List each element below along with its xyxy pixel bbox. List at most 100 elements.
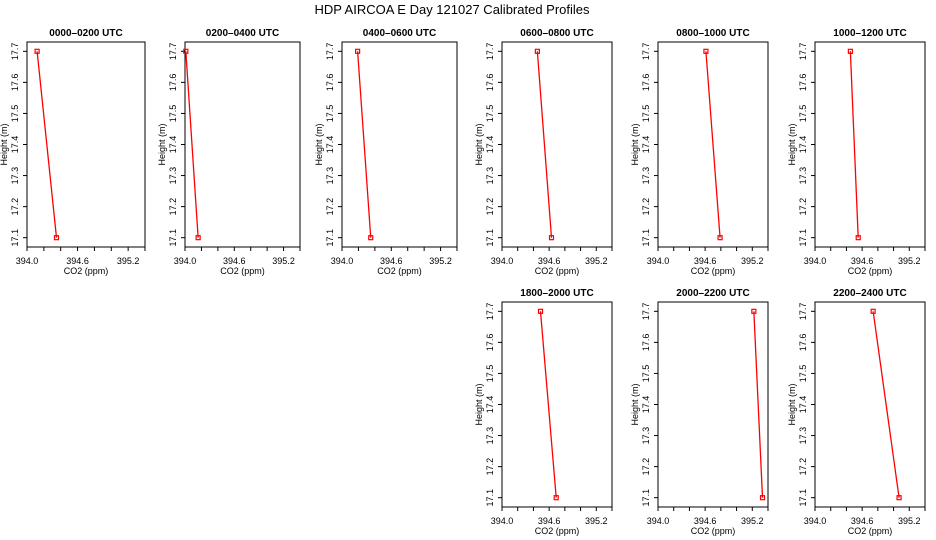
data-point bbox=[870, 308, 876, 314]
x-axis-label: CO2 (ppm) bbox=[535, 266, 580, 276]
data-point bbox=[759, 495, 766, 501]
data-point bbox=[534, 48, 540, 54]
y-tick-label: 17.4 bbox=[641, 396, 651, 414]
x-axis-label: CO2 (ppm) bbox=[691, 266, 736, 276]
y-axis-label: Height (m) bbox=[787, 383, 797, 425]
y-tick-label: 17.7 bbox=[641, 303, 651, 321]
y-tick-label: 17.1 bbox=[325, 229, 335, 247]
y-tick-label: 17.4 bbox=[168, 136, 178, 154]
panel-4: 0600–0800 UTC 394.0 394.6 395.2 17.1 17.2 17.3… bbox=[474, 28, 613, 276]
data-point bbox=[195, 235, 201, 241]
data-point bbox=[896, 495, 902, 501]
data-point bbox=[355, 48, 361, 54]
x-tick-label: 394.0 bbox=[647, 256, 670, 266]
data-point bbox=[53, 235, 60, 241]
x-tick-label: 395.2 bbox=[585, 256, 608, 266]
y-tick-label: 17.2 bbox=[641, 458, 651, 476]
panel-5: 0800–1000 UTC 394.0 394.6 395.2 17.1 17.2 17.3… bbox=[630, 28, 769, 276]
y-tick-label: 17.3 bbox=[798, 167, 808, 185]
y-tick-label: 17.3 bbox=[798, 427, 808, 445]
profile-line bbox=[753, 311, 764, 498]
data-point bbox=[34, 48, 40, 54]
y-tick-label: 17.2 bbox=[798, 198, 808, 216]
y-tick-label: 17.5 bbox=[641, 365, 651, 383]
x-tick-label: 394.0 bbox=[174, 256, 197, 266]
y-axis-label: Height (m) bbox=[474, 383, 484, 425]
profile-line bbox=[849, 51, 859, 238]
y-tick-label: 17.5 bbox=[798, 105, 808, 123]
y-axis-label: Height (m) bbox=[787, 123, 797, 165]
x-tick-label: 394.6 bbox=[538, 516, 561, 526]
panel-title: 0000–0200 UTC bbox=[49, 28, 122, 39]
y-tick-label: 17.3 bbox=[325, 167, 335, 185]
panel-title: 1000–1200 UTC bbox=[833, 28, 906, 39]
x-tick-label: 394.0 bbox=[804, 516, 827, 526]
y-tick-label: 17.5 bbox=[485, 365, 495, 383]
x-tick-label: 394.0 bbox=[491, 516, 514, 526]
panel-3: 0400–0600 UTC 394.0 394.6 395.2 17.1 17.2 17.3… bbox=[314, 28, 458, 276]
y-tick-label: 17.6 bbox=[485, 334, 495, 352]
y-tick-label: 17.5 bbox=[798, 365, 808, 383]
x-axis-label: CO2 (ppm) bbox=[64, 266, 109, 276]
x-axis-label: CO2 (ppm) bbox=[377, 266, 422, 276]
x-tick-label: 394.0 bbox=[16, 256, 39, 266]
y-tick-label: 17.6 bbox=[10, 74, 20, 92]
x-tick-label: 394.6 bbox=[851, 516, 874, 526]
y-axis-label: Height (m) bbox=[0, 123, 9, 165]
panel-1: 0000–0200 UTC 394.0 394.6 395.2 17.1 17.2 17.3… bbox=[0, 28, 146, 276]
panels-group: 0000–0200 UTC 394.0 394.6 395.2 17.1 17.2 17.3… bbox=[0, 28, 926, 536]
y-tick-label: 17.5 bbox=[325, 105, 335, 123]
profile-line bbox=[539, 311, 557, 498]
y-tick-label: 17.3 bbox=[485, 167, 495, 185]
x-tick-label: 395.2 bbox=[741, 256, 764, 266]
y-tick-label: 17.4 bbox=[325, 136, 335, 154]
x-tick-label: 395.2 bbox=[117, 256, 140, 266]
y-tick-label: 17.1 bbox=[168, 229, 178, 247]
data-point bbox=[368, 235, 374, 241]
x-axis-label: CO2 (ppm) bbox=[848, 266, 893, 276]
y-tick-label: 17.3 bbox=[485, 427, 495, 445]
figure-title: HDP AIRCOA E Day 121027 Calibrated Profi… bbox=[314, 2, 590, 17]
x-axis-label: CO2 (ppm) bbox=[848, 526, 893, 536]
y-tick-label: 17.3 bbox=[641, 427, 651, 445]
y-tick-label: 17.5 bbox=[485, 105, 495, 123]
y-tick-label: 17.1 bbox=[10, 229, 20, 247]
panel-title: 0800–1000 UTC bbox=[676, 28, 749, 39]
y-axis-label: Height (m) bbox=[630, 123, 640, 165]
y-tick-label: 17.5 bbox=[10, 105, 20, 123]
y-tick-label: 17.6 bbox=[798, 334, 808, 352]
y-tick-label: 17.2 bbox=[168, 198, 178, 216]
y-tick-label: 17.2 bbox=[10, 198, 20, 216]
y-tick-label: 17.7 bbox=[641, 43, 651, 61]
data-point bbox=[855, 235, 861, 241]
data-point bbox=[553, 495, 559, 501]
x-axis-label: CO2 (ppm) bbox=[691, 526, 736, 536]
y-tick-label: 17.5 bbox=[641, 105, 651, 123]
y-tick-label: 17.1 bbox=[798, 489, 808, 507]
y-tick-label: 17.7 bbox=[485, 43, 495, 61]
panel-9: 2200–2400 UTC 394.0 394.6 395.2 17.1 17.2 17.3… bbox=[787, 288, 926, 536]
x-tick-label: 395.2 bbox=[741, 516, 764, 526]
y-axis-label: Height (m) bbox=[630, 383, 640, 425]
profile-line bbox=[185, 51, 199, 238]
y-tick-label: 17.7 bbox=[485, 303, 495, 321]
panel-7: 1800–2000 UTC 394.0 394.6 395.2 17.1 17.2 17.3… bbox=[474, 288, 613, 536]
x-tick-label: 394.6 bbox=[538, 256, 561, 266]
x-tick-label: 395.2 bbox=[585, 516, 608, 526]
y-tick-label: 17.3 bbox=[10, 167, 20, 185]
y-tick-label: 17.2 bbox=[325, 198, 335, 216]
x-tick-label: 394.6 bbox=[851, 256, 874, 266]
panel-title: 0400–0600 UTC bbox=[363, 28, 436, 39]
x-tick-label: 395.2 bbox=[272, 256, 295, 266]
x-axis-label: CO2 (ppm) bbox=[535, 526, 580, 536]
y-tick-label: 17.4 bbox=[798, 136, 808, 154]
y-tick-label: 17.6 bbox=[168, 74, 178, 92]
x-tick-label: 394.6 bbox=[694, 256, 717, 266]
x-tick-label: 394.6 bbox=[694, 516, 717, 526]
data-point bbox=[847, 48, 853, 54]
y-tick-label: 17.1 bbox=[641, 229, 651, 247]
y-tick-label: 17.4 bbox=[798, 396, 808, 414]
y-tick-label: 17.2 bbox=[485, 458, 495, 476]
